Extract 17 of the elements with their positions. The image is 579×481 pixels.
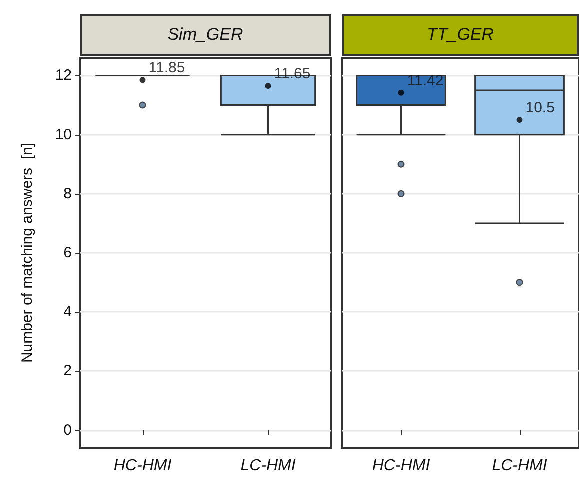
y-tick-label: 10 <box>55 126 72 144</box>
chart-title: Sim_GER <box>80 14 331 56</box>
annotation: 11.85 <box>148 60 186 77</box>
chart-title: TT_GER <box>342 14 579 56</box>
y-tick-label: 0 <box>64 422 72 439</box>
y-tick-label: 12 <box>55 67 72 84</box>
y-axis-title: Number of matching answers [n] <box>19 142 36 364</box>
y-tick-label: 6 <box>64 244 72 262</box>
annotation: 10.5 <box>526 100 555 117</box>
annotation: 11.42 <box>407 72 444 90</box>
y-tick-label: 2 <box>64 362 72 380</box>
x-tick-label: HC-HMI <box>114 458 172 474</box>
y-tick-label: 4 <box>64 304 72 321</box>
x-tick-label: HC-HMI <box>372 458 431 474</box>
x-tick-label: LC-HMI <box>240 458 296 474</box>
y-tick-label: 8 <box>64 185 72 202</box>
x-tick-label: LC-HMI <box>492 458 548 474</box>
